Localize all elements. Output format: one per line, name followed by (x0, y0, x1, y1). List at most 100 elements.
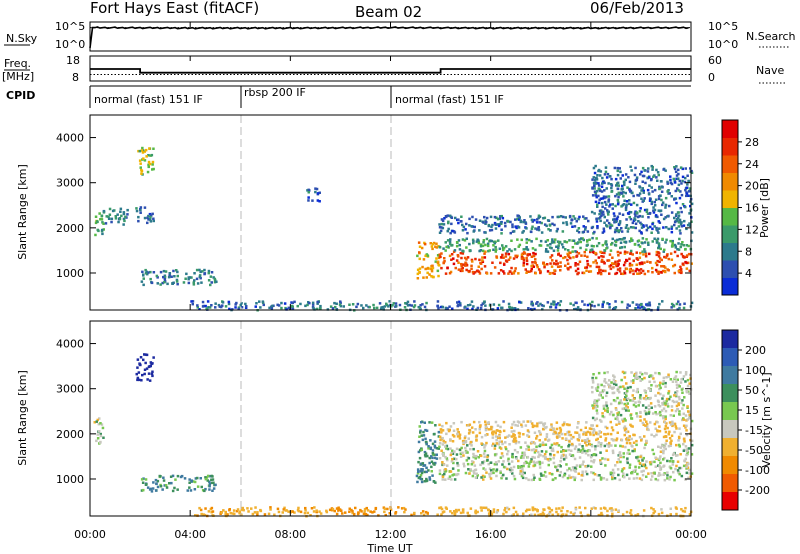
scatter-cell (663, 444, 667, 447)
scatter-cell (599, 461, 602, 464)
scatter-cell (633, 217, 636, 220)
scatter-cell (162, 476, 165, 479)
scatter-cell (520, 238, 523, 242)
scatter-cell (537, 228, 541, 232)
scatter-cell (540, 304, 544, 307)
scatter-cell (640, 223, 643, 226)
scatter-cell (100, 214, 104, 217)
scatter-cell (532, 441, 535, 444)
scatter-cell (429, 446, 433, 450)
scatter-cell (584, 506, 587, 510)
scatter-cell (554, 238, 557, 241)
scatter-cell (491, 261, 494, 264)
scatter-cell (666, 405, 670, 408)
scatter-cell (506, 452, 509, 456)
scatter-cell (668, 460, 672, 463)
scatter-cell (547, 506, 550, 509)
scatter-cell (151, 212, 154, 216)
scatter-cell (680, 252, 683, 256)
scatter-cell (644, 406, 648, 409)
scatter-cell (419, 431, 422, 434)
time-axis-ticks: 00:00 04:00 08:00 12:00 16:00 20:00 00:00 (74, 22, 707, 541)
scatter-cell (592, 478, 595, 482)
scatter-cell (138, 159, 142, 162)
scatter-cell (573, 225, 577, 228)
scatter-cell (440, 252, 443, 255)
scatter-cell (535, 445, 538, 448)
scatter-cell (95, 420, 98, 423)
scatter-cell (597, 265, 601, 269)
scatter-cell (690, 439, 694, 443)
scatter-cell (502, 248, 505, 252)
scatter-cell (238, 511, 241, 515)
scatter-cell (505, 510, 508, 514)
scatter-cell (567, 433, 571, 437)
scatter-cell (686, 384, 690, 388)
scatter-cell (632, 381, 635, 384)
scatter-cell (94, 233, 97, 237)
scatter-cell (647, 412, 651, 415)
scatter-cell (420, 246, 424, 250)
scatter-cell (599, 443, 603, 447)
scatter-cell (677, 248, 681, 251)
scatter-cell (606, 458, 610, 461)
scatter-cell (484, 506, 487, 510)
scatter-cell (478, 424, 482, 428)
scatter-cell (584, 426, 587, 429)
scatter-cell (659, 413, 662, 417)
scatter-cell (441, 452, 445, 455)
scatter-cell (524, 441, 527, 444)
scatter-cell (442, 247, 445, 250)
scatter-cell (617, 420, 621, 424)
scatter-cell (145, 270, 148, 274)
scatter-cell (627, 227, 630, 230)
scatter-cell (662, 226, 665, 229)
scatter-cell (622, 385, 625, 388)
scatter-cell (560, 432, 564, 436)
colorbar-tick-label: 8 (745, 245, 752, 258)
scatter-cell (152, 356, 155, 359)
scatter-cell (484, 231, 487, 234)
scatter-cell (656, 215, 659, 219)
scatter-cell (147, 214, 150, 218)
scatter-cell (256, 511, 259, 514)
scatter-cell (555, 230, 559, 233)
scatter-cell (684, 260, 687, 264)
scatter-cell (673, 400, 676, 404)
scatter-cell (571, 454, 575, 457)
scatter-cell (599, 394, 602, 397)
scatter-cell (574, 250, 577, 253)
scatter-cell (623, 183, 626, 187)
nsky-label: N.Sky (6, 32, 38, 45)
scatter-cell (554, 262, 558, 266)
scatter-cell (207, 271, 210, 275)
scatter-cell (466, 462, 470, 466)
scatter-cell (632, 272, 635, 276)
scatter-cell (666, 477, 669, 480)
scatter-cell (542, 261, 545, 264)
scatter-cell (517, 465, 520, 468)
scatter-cell (592, 261, 595, 264)
scatter-cell (611, 256, 614, 259)
scatter-cell (530, 240, 533, 243)
scatter-cell (682, 464, 686, 468)
scatter-cell (441, 436, 444, 440)
scatter-cell (521, 476, 525, 480)
scatter-cell (485, 220, 488, 224)
scatter-cell (655, 176, 658, 179)
scatter-cell (689, 438, 692, 442)
scatter-cell (484, 243, 487, 247)
scatter-cell (609, 264, 613, 267)
scatter-cell (616, 418, 619, 421)
scatter-cell (527, 430, 531, 434)
scatter-cell (662, 400, 666, 403)
scatter-cell (522, 261, 526, 265)
scatter-cell (143, 159, 147, 162)
scatter-cell (437, 306, 440, 310)
scatter-cell (196, 485, 200, 488)
scatter-cell (618, 220, 622, 223)
scatter-cell (611, 449, 615, 453)
scatter-cell (408, 303, 411, 307)
scatter-cell (658, 221, 662, 224)
scatter-cell (348, 507, 351, 510)
